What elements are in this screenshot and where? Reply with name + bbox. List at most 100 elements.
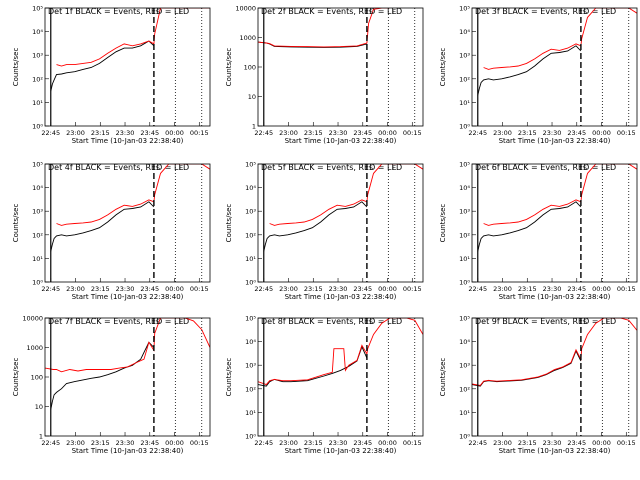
marker-label-s: S (156, 8, 160, 16)
x-tick-label: 23:15 (518, 439, 537, 447)
x-tick-label: 00:00 (378, 439, 397, 447)
marker-label-e: E (392, 318, 396, 326)
plot-data (477, 164, 637, 252)
marker-label-e: E (392, 8, 396, 16)
x-tick-label: 23:00 (279, 129, 298, 137)
y-tick-label: 10³ (459, 362, 470, 370)
y-axis-label: Counts/sec (439, 204, 447, 243)
series-line-lld (483, 8, 637, 70)
y-axis-label: Counts/sec (439, 358, 447, 397)
y-tick-label: 10⁰ (459, 279, 470, 287)
y-tick-label: 10⁵ (459, 5, 470, 13)
series-line-events (50, 40, 155, 92)
y-tick-label: 10⁰ (459, 433, 470, 441)
x-axis-label: Start Time (10-Jan-03 22:38:40) (72, 447, 184, 455)
x-tick-label: 23:45 (140, 285, 159, 293)
x-tick-label: 00:00 (165, 129, 184, 137)
x-tick-label: 22:45 (254, 129, 273, 137)
series-line-events (263, 201, 368, 252)
y-tick-label: 10¹ (459, 255, 470, 263)
x-tick-label: 23:30 (543, 129, 562, 137)
x-tick-label: 00:15 (190, 285, 209, 293)
y-tick-label: 10³ (32, 52, 43, 60)
x-axis-label: Start Time (10-Jan-03 22:38:40) (72, 137, 184, 145)
x-tick-label: 00:00 (592, 285, 611, 293)
series-line-events (477, 45, 582, 96)
marker-label-s: S (369, 8, 373, 16)
x-tick-label: 00:15 (190, 439, 209, 447)
x-tick-label: 23:30 (543, 439, 562, 447)
y-tick-label: 10⁵ (245, 161, 256, 169)
y-axis-label: Counts/sec (225, 204, 233, 243)
y-tick-label: 10¹ (459, 409, 470, 417)
y-tick-label: 10³ (245, 362, 256, 370)
x-axis-label: Start Time (10-Jan-03 22:38:40) (72, 293, 184, 301)
y-tick-label: 10³ (245, 208, 256, 216)
y-tick-label: 1000 (26, 344, 43, 352)
x-tick-label: 23:15 (518, 285, 537, 293)
y-tick-label: 10² (245, 385, 256, 393)
y-tick-label: 10000 (22, 315, 43, 323)
marker-label-s: S (369, 318, 373, 326)
x-tick-label: 00:00 (592, 129, 611, 137)
y-tick-label: 1 (252, 123, 256, 131)
x-tick-label: 23:45 (140, 439, 159, 447)
plot-frame (44, 163, 211, 283)
x-tick-label: 23:00 (66, 129, 85, 137)
y-tick-label: 100 (31, 374, 43, 382)
x-axis-label: Start Time (10-Jan-03 22:38:40) (499, 447, 611, 455)
y-axis-label: Counts/sec (12, 204, 20, 243)
x-tick-label: 00:00 (378, 285, 397, 293)
y-axis-label: Counts/sec (12, 358, 20, 397)
y-tick-label: 10³ (32, 208, 43, 216)
y-tick-label: 10⁰ (32, 279, 43, 287)
y-tick-label: 10² (32, 231, 43, 239)
x-axis-label: Start Time (10-Jan-03 22:38:40) (285, 447, 397, 455)
marker-label-e: E (606, 318, 610, 326)
x-tick-label: 00:15 (617, 439, 636, 447)
series-line-events (50, 201, 155, 252)
y-tick-label: 10¹ (459, 99, 470, 107)
marker-label-s: S (369, 164, 373, 172)
x-tick-label: 23:45 (353, 129, 372, 137)
x-tick-label: 22:45 (254, 285, 273, 293)
plot-title: Det 6f BLACK = Events, RED = LLD (475, 163, 616, 172)
x-tick-label: 00:15 (403, 439, 422, 447)
x-tick-label: 00:00 (165, 439, 184, 447)
plot-frame (257, 317, 424, 437)
series-line-lld (56, 164, 210, 226)
x-tick-label: 23:00 (279, 439, 298, 447)
y-axis-label: Counts/sec (225, 358, 233, 397)
plot-title: Det 4f BLACK = Events, RED = LLD (48, 163, 189, 172)
marker-label-s: S (156, 318, 160, 326)
x-tick-label: 22:45 (468, 129, 487, 137)
x-tick-label: 22:45 (41, 439, 60, 447)
x-tick-label: 23:30 (543, 285, 562, 293)
series-line-lld (56, 8, 210, 67)
x-tick-label: 23:00 (493, 439, 512, 447)
x-tick-label: 23:15 (91, 439, 110, 447)
y-tick-label: 10⁴ (32, 28, 43, 36)
x-tick-label: 23:15 (304, 285, 323, 293)
x-tick-label: 23:15 (304, 129, 323, 137)
y-tick-label: 1 (39, 433, 43, 441)
marker-label-e: E (392, 164, 396, 172)
x-tick-label: 23:45 (353, 285, 372, 293)
plot-frame (44, 7, 211, 127)
y-tick-label: 10¹ (32, 255, 43, 263)
y-tick-label: 10⁵ (245, 315, 256, 323)
y-tick-label: 10⁰ (245, 279, 256, 287)
y-tick-label: 10⁵ (32, 161, 43, 169)
y-tick-label: 10² (459, 75, 470, 83)
plot-title: Det 7f BLACK = Events, RED = LLD (48, 317, 189, 326)
series-line-lld (269, 164, 423, 226)
x-tick-label: 23:00 (493, 129, 512, 137)
x-tick-label: 23:00 (66, 439, 85, 447)
x-axis-label: Start Time (10-Jan-03 22:38:40) (285, 293, 397, 301)
